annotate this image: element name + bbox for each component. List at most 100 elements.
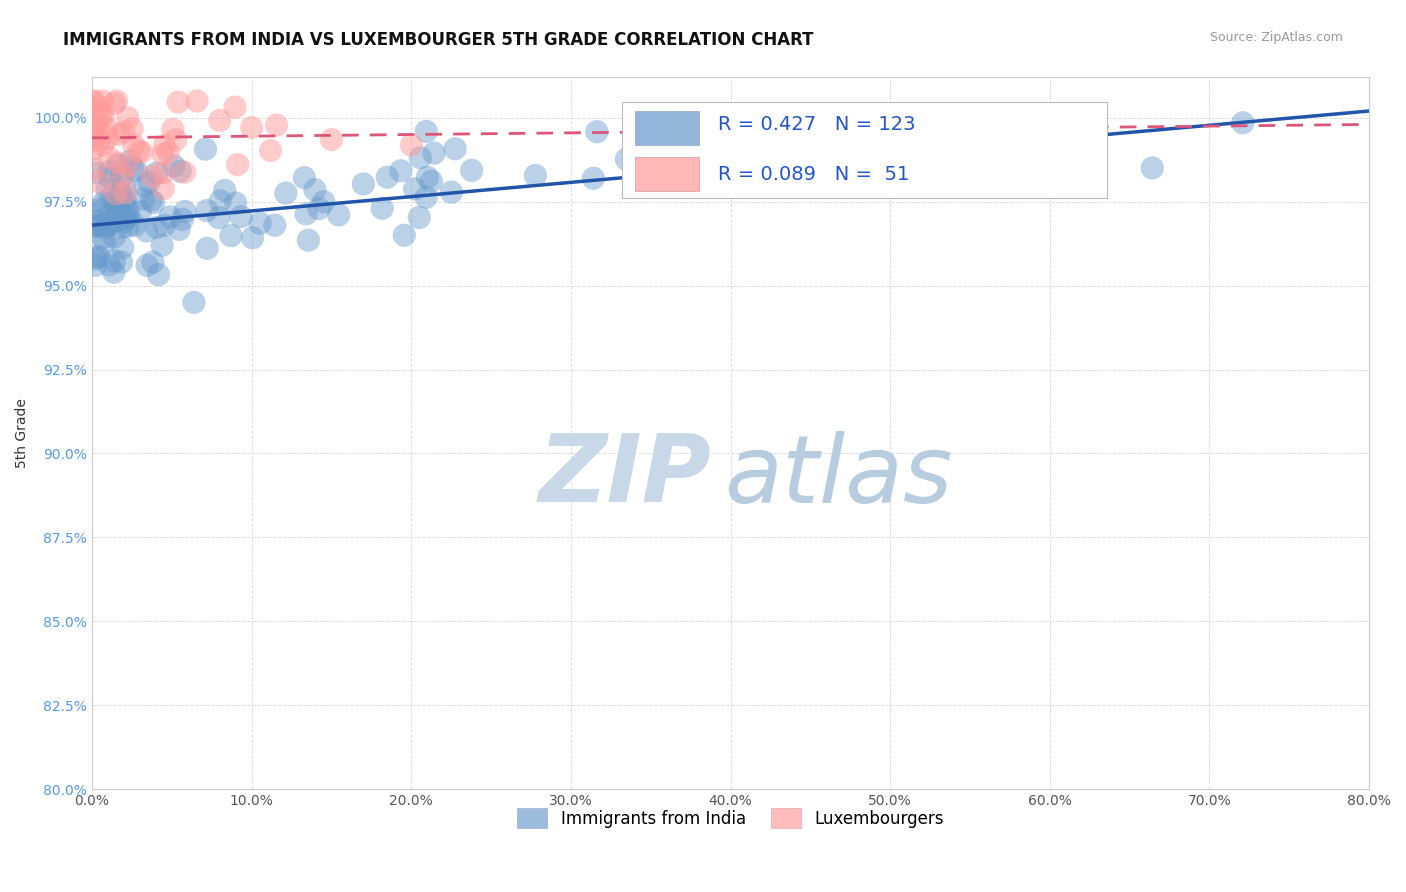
Point [274,186,297,200]
Point [145,220,167,235]
Point [107,199,129,213]
Point [105,94,128,108]
Point [93,220,115,235]
Point [142,195,165,210]
Point [110,206,132,220]
Point [165,133,187,147]
Point [416,170,439,185]
Point [444,142,467,156]
Point [111,170,134,185]
Point [83,142,105,156]
Point [83,94,105,108]
Point [118,209,141,223]
Point [912,118,935,132]
Point [104,186,127,201]
Point [141,169,163,184]
Point [152,147,174,161]
Point [124,219,146,233]
Point [110,186,132,201]
Point [108,208,131,222]
Point [114,209,136,223]
Point [117,111,139,125]
Text: IMMIGRANTS FROM INDIA VS LUXEMBOURGER 5TH GRADE CORRELATION CHART: IMMIGRANTS FROM INDIA VS LUXEMBOURGER 5T… [63,31,814,49]
Point [939,167,962,181]
Text: ZIP: ZIP [538,430,711,522]
Point [146,166,169,180]
Point [152,182,174,196]
Point [107,202,129,217]
Point [110,255,132,269]
Point [89,134,111,148]
Point [214,183,236,197]
Point [94,235,117,249]
Point [117,158,139,172]
Point [84,258,107,272]
Point [96,219,118,233]
Point [112,194,135,209]
Point [83,95,105,110]
Point [98,207,121,221]
Point [460,163,482,178]
Point [135,224,157,238]
Point [389,163,412,178]
Point [101,214,124,228]
Point [103,230,125,244]
Point [225,196,247,211]
Point [658,177,681,191]
Point [125,163,148,178]
Point [103,96,125,111]
Point [83,120,105,135]
Point [965,127,987,141]
Point [104,196,127,211]
Point [297,233,319,247]
Point [415,190,437,204]
Point [134,179,156,194]
Point [169,164,191,178]
Point [375,170,398,185]
Point [524,169,547,183]
Point [112,214,135,228]
Point [153,138,176,153]
Point [159,210,181,224]
Text: Source: ZipAtlas.com: Source: ZipAtlas.com [1209,31,1343,45]
Point [152,166,174,180]
Point [98,151,121,165]
Point [107,158,129,172]
Point [98,164,121,178]
Point [103,265,125,279]
Point [167,95,190,109]
Point [208,211,231,225]
Point [84,218,107,232]
Point [208,113,231,128]
Point [195,203,218,218]
Point [129,205,152,219]
Point [117,202,139,216]
Point [408,211,430,225]
Point [240,120,263,135]
Point [209,194,232,208]
Point [167,222,190,236]
Point [101,190,124,204]
Point [312,194,335,209]
Point [87,250,110,264]
Point [90,203,112,218]
Point [582,171,605,186]
Point [173,165,195,179]
Point [121,122,143,136]
Legend: Immigrants from India, Luxembourgers: Immigrants from India, Luxembourgers [510,802,950,834]
Point [96,183,118,197]
Point [1232,116,1254,130]
Point [89,176,111,190]
Point [616,152,638,166]
Point [87,114,110,128]
Point [128,144,150,158]
Point [86,250,108,264]
Y-axis label: 5th Grade: 5th Grade [15,399,30,468]
Point [138,175,160,189]
Point [304,183,326,197]
Point [87,102,110,116]
Text: atlas: atlas [724,431,952,522]
Point [849,159,872,173]
Point [142,255,165,269]
Point [84,166,107,180]
